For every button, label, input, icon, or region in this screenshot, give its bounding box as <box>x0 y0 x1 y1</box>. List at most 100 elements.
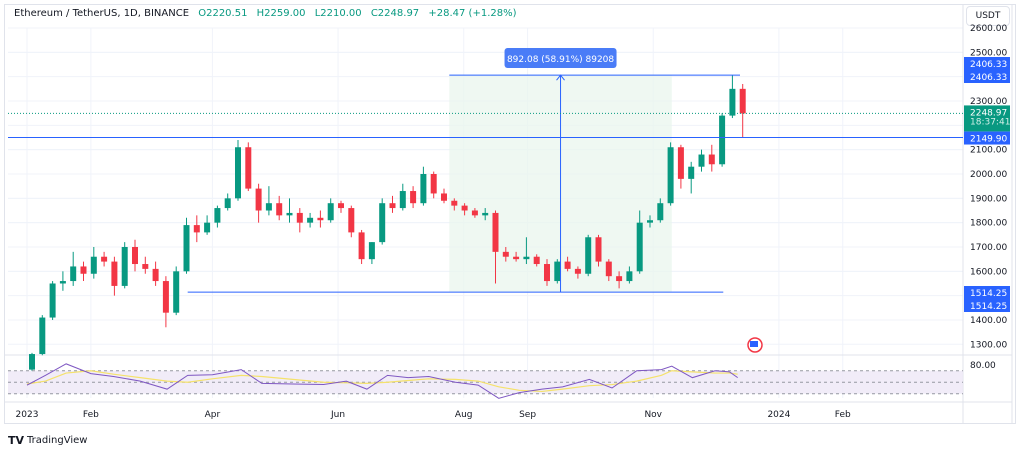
candle-body <box>317 217 324 221</box>
candle-body <box>389 203 396 209</box>
time-tick-label: Jun <box>330 410 345 420</box>
candle-body <box>338 203 344 209</box>
support-label-bg <box>964 299 1010 312</box>
tradingview-logo-icon: TV <box>8 434 25 447</box>
candle-body <box>605 261 612 277</box>
candle-body <box>29 354 35 370</box>
candle-body <box>132 246 138 265</box>
candle-body <box>451 200 458 206</box>
candle-body <box>121 246 128 286</box>
price-tick-label: 2300.00 <box>970 97 1007 107</box>
candle-body <box>368 242 375 260</box>
candle-body <box>657 203 664 221</box>
candle-body <box>276 203 283 216</box>
candle-body <box>523 256 530 260</box>
candle-body <box>111 261 118 286</box>
price-tick-label: 2000.00 <box>970 170 1007 180</box>
candle-body <box>492 212 499 252</box>
candle-body <box>729 88 736 116</box>
candle-body <box>739 88 746 114</box>
candle-body <box>533 256 540 265</box>
measure-high-label-bg <box>964 57 1010 70</box>
support-label-bg <box>964 286 1010 299</box>
candle-body <box>708 154 715 165</box>
measure-high-label: 2406.33 <box>970 60 1007 70</box>
candle-body <box>667 147 674 204</box>
candle-body <box>626 271 633 282</box>
candle-body <box>420 174 427 204</box>
time-tick-label: 2024 <box>767 410 790 420</box>
countdown-label: 18:37:41 <box>970 117 1010 127</box>
candle-body <box>636 222 643 272</box>
brand-label: TradingView <box>27 435 88 446</box>
chart-frame <box>4 4 1016 424</box>
ohlc-low: L2210.00 <box>314 8 362 19</box>
candle-body <box>471 210 478 216</box>
candle-body <box>286 212 293 216</box>
candle-body <box>255 188 262 211</box>
price-tick-label: 2100.00 <box>970 146 1007 156</box>
symbol-title[interactable]: Ethereum / TetherUS, 1D, BINANCE <box>14 8 190 19</box>
candle-body <box>214 208 221 223</box>
candle-body <box>574 268 581 274</box>
candle-body <box>90 256 97 274</box>
price-tick-label: 1300.00 <box>970 340 1007 350</box>
measure-high-label: 2406.33 <box>970 73 1007 83</box>
candle-body <box>585 237 592 274</box>
time-tick-label: Sep <box>519 410 536 420</box>
candle-body <box>142 264 149 269</box>
support-label: 1514.25 <box>970 302 1007 312</box>
candle-body <box>647 220 653 223</box>
candle-body <box>595 237 602 262</box>
candle-body <box>461 205 468 211</box>
candle-body <box>59 281 66 284</box>
candle-body <box>554 261 561 282</box>
candle-body <box>101 256 108 262</box>
price-tick-label: 1900.00 <box>970 194 1007 204</box>
rsi-line <box>26 363 738 399</box>
rsi-tick-label: 80.00 <box>970 361 996 371</box>
symbol-legend: Ethereum / TetherUS, 1D, BINANCE O2220.5… <box>14 8 517 19</box>
candle-body <box>379 203 386 243</box>
candle-body <box>80 266 87 274</box>
candle-body <box>296 212 303 223</box>
tradingview-brand[interactable]: TV TradingView <box>8 434 87 447</box>
arrow-up-icon <box>556 74 565 81</box>
price-tick-label: 1700.00 <box>970 243 1007 253</box>
time-tick-label: Apr <box>205 410 221 420</box>
measure-label: 892.08 (58.91%) 89208 <box>507 55 614 65</box>
candle-body <box>327 203 334 221</box>
flag-canton <box>750 341 758 347</box>
candle-body <box>183 225 190 272</box>
time-tick-label: 2023 <box>16 410 39 420</box>
price-chart[interactable]: 892.08 (58.91%) 89208 2600.00 2500.00 2300.… <box>0 0 1024 430</box>
time-tick-label: Feb <box>83 410 99 420</box>
currency-button[interactable]: USDT <box>966 6 1010 26</box>
candle-body <box>719 115 726 165</box>
candle-body <box>430 174 437 194</box>
candle-body <box>482 212 489 216</box>
candle-body <box>544 264 550 282</box>
candle-body <box>204 222 211 233</box>
candle-body <box>70 266 77 282</box>
rsi-ma-line <box>26 370 738 393</box>
candle-body <box>513 256 520 260</box>
horizontal-line-label: 2149.90 <box>970 135 1007 145</box>
last-price-label-bg <box>964 105 1010 132</box>
candle-body <box>688 166 695 179</box>
candle-body <box>152 268 159 282</box>
measure-label-box <box>504 48 617 68</box>
candle-body <box>564 261 571 269</box>
ohlc-close: C2248.97 <box>370 8 420 19</box>
time-tick-label: Feb <box>835 410 851 420</box>
candle-body <box>235 147 241 199</box>
last-price-label: 2248.97 <box>970 108 1007 118</box>
horizontal-line-label-bg <box>964 131 1010 145</box>
support-label: 1514.25 <box>970 289 1007 299</box>
price-tick-label: 2600.00 <box>970 24 1007 34</box>
candle-body <box>173 271 180 313</box>
ohlc-open: O2220.51 <box>198 8 248 19</box>
price-tick-label: 1400.00 <box>970 316 1007 326</box>
candle-body <box>307 217 314 223</box>
ohlc-change: +28.47 (+1.28%) <box>428 8 517 19</box>
